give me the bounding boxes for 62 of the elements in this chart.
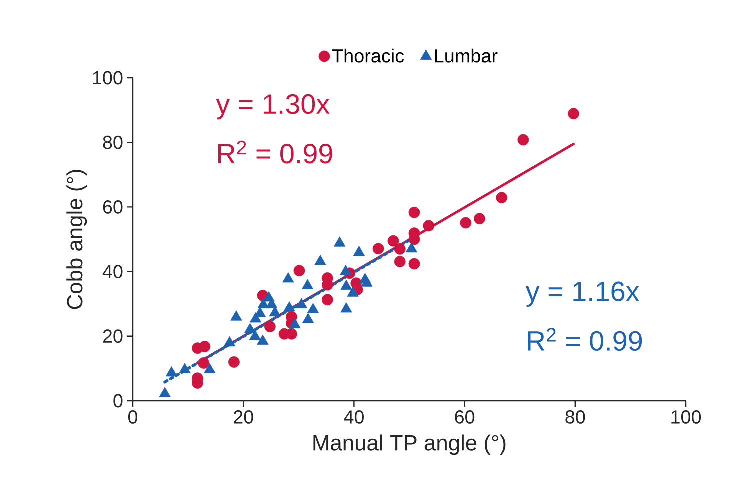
point [394,256,406,268]
point [257,334,269,346]
x-axis-title: Manual TP angle (°) [314,434,506,456]
point [302,313,314,324]
x-tick-label: 0 [128,410,138,424]
point [340,280,352,290]
point [408,206,420,218]
point [388,235,400,247]
point [406,242,418,253]
x-tick-label: 100 [672,410,702,424]
point [340,302,352,313]
point [228,356,240,368]
point [204,363,216,374]
point [230,310,242,321]
annotation: y = 1.30x [216,94,330,120]
x-tick-label: 60 [455,410,475,424]
x-tick-label: 40 [344,410,364,424]
x-tick-label: 80 [566,410,586,424]
point [372,243,384,255]
point [347,286,359,297]
y-tick-label: 40 [102,265,123,278]
y-tick-label: 100 [93,71,123,85]
point [198,357,210,369]
point [166,366,178,377]
point [289,318,301,329]
point [474,213,486,225]
point [199,341,211,352]
point [302,279,314,290]
y-tick-label: 0 [114,394,123,408]
point [296,298,308,309]
point [249,330,262,340]
annotation: R$^{2}$ = 0.99 [218,140,332,164]
y-axis-title: Cobb angle (°) [66,170,88,310]
point [322,294,334,306]
y-tick-label: 60 [103,200,123,214]
point [307,303,320,314]
point [224,336,236,347]
point [394,243,406,255]
x-tick-label: 20 [234,410,254,424]
annotation: R$^{2}$ = 0.99 [528,328,642,352]
legend-label: Lumbar [435,48,498,63]
point [568,108,580,120]
point [314,255,326,266]
point [340,265,352,276]
y-tick-label: 20 [103,330,123,344]
point [353,246,366,256]
point [284,302,296,312]
point [408,258,420,270]
point [361,276,373,287]
point [518,134,530,146]
point [179,363,191,374]
legend-label: Thoracic [332,48,404,63]
point [496,192,508,204]
point [159,387,171,398]
point [423,220,435,232]
point [282,272,294,283]
point [294,265,306,277]
point [334,236,346,247]
point [264,320,276,332]
y-tick-label: 80 [103,136,123,150]
point [460,217,472,229]
annotation: y = 1.16x [526,282,640,308]
